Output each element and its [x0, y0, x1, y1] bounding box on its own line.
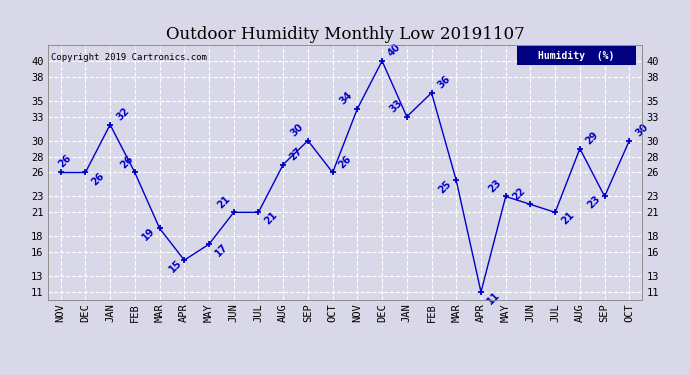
Text: 26: 26: [90, 170, 106, 187]
Text: 17: 17: [213, 242, 230, 259]
Text: 26: 26: [57, 152, 73, 169]
Text: 34: 34: [338, 90, 355, 106]
Text: 40: 40: [386, 42, 403, 59]
Text: 19: 19: [140, 226, 157, 243]
Text: 21: 21: [263, 210, 279, 227]
Text: 22: 22: [511, 186, 528, 202]
Text: 36: 36: [435, 74, 453, 91]
Text: 21: 21: [560, 210, 576, 227]
Text: Copyright 2019 Cartronics.com: Copyright 2019 Cartronics.com: [51, 53, 207, 62]
Text: 23: 23: [486, 178, 503, 194]
Title: Outdoor Humidity Monthly Low 20191107: Outdoor Humidity Monthly Low 20191107: [166, 27, 524, 44]
Text: 30: 30: [288, 122, 305, 138]
Text: 30: 30: [633, 122, 650, 138]
Text: 25: 25: [437, 178, 453, 195]
Text: 23: 23: [585, 194, 602, 211]
Text: 26: 26: [337, 154, 353, 170]
Text: 27: 27: [287, 146, 304, 162]
Text: 21: 21: [216, 194, 233, 210]
Text: 29: 29: [584, 130, 601, 146]
Text: 26: 26: [118, 154, 135, 170]
Text: 32: 32: [115, 106, 131, 123]
Text: 11: 11: [485, 290, 502, 306]
Text: 15: 15: [168, 258, 184, 274]
Text: 33: 33: [387, 98, 404, 114]
